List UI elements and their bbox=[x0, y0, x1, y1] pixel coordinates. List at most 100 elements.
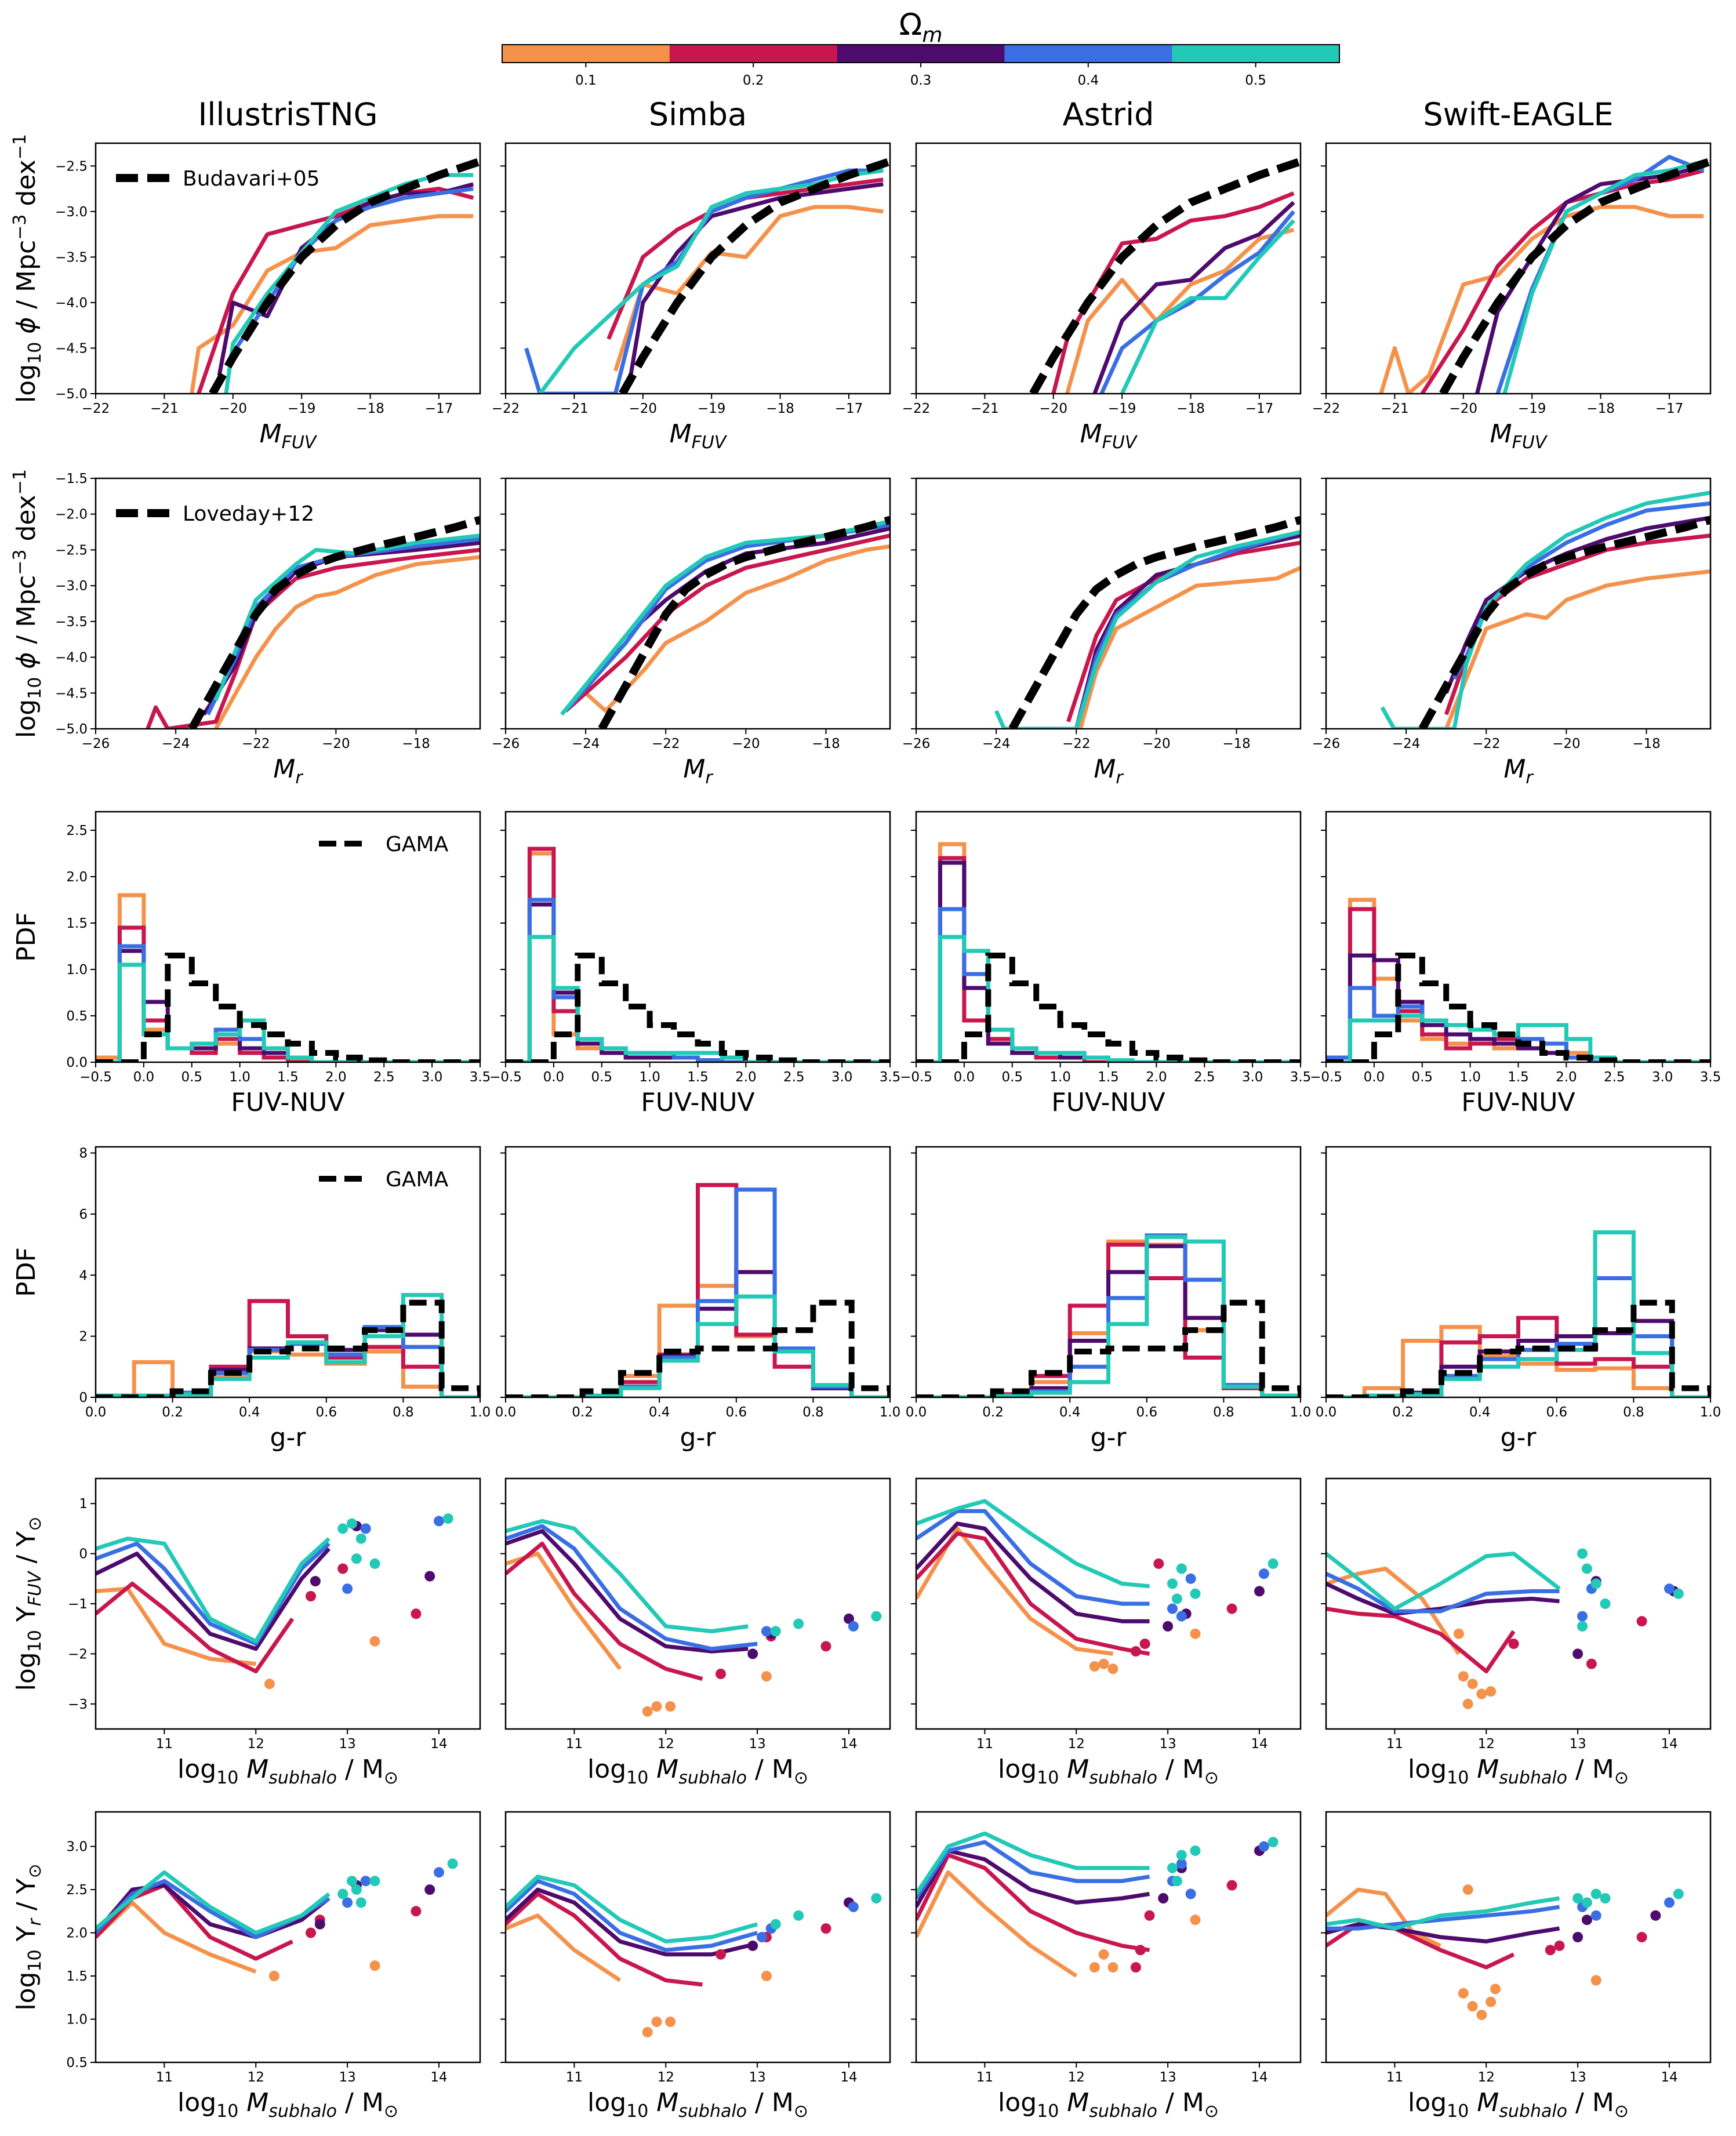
series-point-0.4 bbox=[1185, 1888, 1196, 1899]
panel-frame bbox=[95, 1477, 481, 1730]
series-point-0.4 bbox=[434, 1867, 444, 1878]
series-point-0.1 bbox=[651, 1701, 662, 1712]
x-tick-label: 14 bbox=[430, 2070, 447, 2085]
panel-frame bbox=[504, 1477, 891, 1730]
x-tick-label: 0.0 bbox=[85, 1405, 107, 1420]
series-line-0.3 bbox=[506, 1529, 749, 1654]
series-point-0.3 bbox=[1158, 1893, 1169, 1903]
y-tick-label: −3.5 bbox=[55, 250, 88, 265]
panel-r3-c1: −0.5 0.0 0.5 1.0 1.5 2.0 2.5 3.0 3.50.00.51.01.5… bbox=[12, 811, 491, 1117]
column-title-astrid: Astrid bbox=[1063, 96, 1154, 133]
series-point-0.2 bbox=[1226, 1603, 1237, 1614]
x-tick-label: 0.0 bbox=[954, 1070, 975, 1085]
x-tick-label: 1.0 bbox=[229, 1070, 250, 1085]
y-tick-label: −4.5 bbox=[55, 686, 88, 701]
x-axis-title-log: log bbox=[587, 1754, 626, 1784]
y-tick-label: 1.0 bbox=[66, 2013, 88, 2028]
x-axis-title-sub: FUV bbox=[1512, 433, 1548, 453]
x-axis-title: log10 Msubhalo / M⊙ bbox=[587, 1754, 808, 1788]
x-tick-label: 11 bbox=[1386, 2070, 1403, 2085]
panel-r1-c1: −22 −21 −20 −19 −18 −17 −5.0 −4.5 −4.0 −3.5 −3.0 −2… bbox=[10, 134, 481, 453]
series-point-0.5 bbox=[1176, 1850, 1187, 1861]
y-tick-label: 0.0 bbox=[66, 1055, 88, 1070]
x-tick-label: 0.5 bbox=[1411, 1070, 1433, 1085]
y-tick-label: −3.0 bbox=[55, 205, 88, 220]
x-axis-title-subhalo: subhalo bbox=[268, 1768, 337, 1788]
x-tick-label: 0.2 bbox=[982, 1405, 1004, 1420]
x-tick-label: −21 bbox=[560, 401, 589, 416]
y-axis-title-y: Y bbox=[12, 1606, 41, 1630]
series-point-0.2 bbox=[411, 1608, 422, 1619]
series-point-0.1 bbox=[1462, 1884, 1473, 1895]
series-line-0.2 bbox=[916, 1531, 1150, 1656]
colorbar-segment-4 bbox=[1004, 45, 1172, 63]
x-axis-title-base: 10 bbox=[216, 2101, 238, 2122]
x-tick-label: 12 bbox=[1478, 1737, 1495, 1752]
series-point-0.2 bbox=[306, 1927, 316, 1938]
series-line-0.3 bbox=[96, 1883, 331, 1939]
series-point-0.4 bbox=[1167, 1603, 1178, 1614]
series-line-0.3 bbox=[96, 1547, 331, 1651]
series-line-0.5 bbox=[994, 530, 1301, 729]
x-tick-label: −20 bbox=[219, 401, 248, 416]
x-axis-title: Mr bbox=[683, 754, 713, 788]
x-tick-label: 12 bbox=[1478, 2070, 1495, 2085]
panel-frame bbox=[915, 477, 1302, 730]
y-tick-label: 2.5 bbox=[66, 1883, 88, 1898]
x-tick-label: 1.5 bbox=[277, 1070, 299, 1085]
y-axis-title-div: / Y bbox=[12, 1531, 41, 1572]
column-title-illustristng: IllustrisTNG bbox=[198, 96, 377, 133]
series-line-0.1 bbox=[214, 555, 480, 729]
x-axis-title-main: M bbox=[670, 419, 692, 449]
y-tick-label: 2.0 bbox=[66, 1926, 88, 1941]
series-point-0.4 bbox=[342, 1583, 353, 1594]
reference-hist bbox=[916, 953, 1301, 1062]
series-line-0.1 bbox=[96, 1586, 256, 1666]
y-tick-label: −2 bbox=[68, 1647, 88, 1662]
series-line-0.1 bbox=[1379, 205, 1704, 394]
x-tick-label: −19 bbox=[698, 401, 726, 416]
series-line-0.2 bbox=[506, 1892, 703, 1987]
x-tick-label: 3.0 bbox=[831, 1070, 853, 1085]
y-axis-title-dex: dex bbox=[12, 495, 41, 549]
x-axis-title-unit: / M bbox=[1567, 1754, 1614, 1784]
y-axis-title-dex: dex bbox=[12, 159, 41, 214]
series-point-0.1 bbox=[651, 2017, 662, 2027]
series-point-0.4 bbox=[757, 1932, 767, 1942]
reference-curve bbox=[598, 515, 890, 729]
y-tick-label: 1 bbox=[79, 1496, 88, 1512]
series-point-0.1 bbox=[1098, 1949, 1109, 1960]
series-point-0.2 bbox=[1636, 1616, 1647, 1627]
colorbar-tick-label: 0.2 bbox=[743, 73, 764, 88]
series-point-0.5 bbox=[347, 1876, 357, 1887]
x-tick-label: 0.6 bbox=[316, 1405, 337, 1420]
panel-r3-c4: −0.5 0.0 0.5 1.0 1.5 2.0 2.5 3.0 3.5 FUV-NUV bbox=[1310, 811, 1721, 1117]
series-point-0.1 bbox=[1458, 1671, 1469, 1682]
x-tick-label: 14 bbox=[1251, 1737, 1268, 1752]
x-tick-label: −0.5 bbox=[489, 1070, 522, 1085]
x-tick-label: 11 bbox=[156, 2070, 173, 2085]
x-tick-label: −20 bbox=[1040, 401, 1068, 416]
x-axis-title: MFUV bbox=[1490, 419, 1548, 453]
series-point-0.2 bbox=[337, 1563, 348, 1574]
x-tick-label: 2.5 bbox=[1194, 1070, 1215, 1085]
series-hist-0.5 bbox=[916, 935, 1301, 1062]
series-point-0.2 bbox=[1508, 1639, 1519, 1650]
series-point-0.5 bbox=[770, 1919, 781, 1930]
series-point-0.5 bbox=[793, 1618, 804, 1629]
legend-label: Budavari+05 bbox=[183, 167, 320, 191]
series-point-0.5 bbox=[871, 1893, 882, 1903]
x-tick-label: −17 bbox=[835, 401, 863, 416]
x-tick-label: −18 bbox=[1176, 401, 1205, 416]
x-tick-label: −20 bbox=[732, 736, 760, 751]
series-hist-0.5 bbox=[916, 1234, 1301, 1397]
series-line-0.5 bbox=[1380, 491, 1710, 729]
y-axis-title: log10 Yr / Y⊙ bbox=[12, 1863, 45, 2010]
series-point-0.2 bbox=[1636, 1932, 1647, 1942]
series-point-0.5 bbox=[355, 1897, 366, 1908]
y-tick-label: 4 bbox=[79, 1268, 88, 1283]
series-point-0.4 bbox=[848, 1621, 859, 1632]
series-hist-0.1 bbox=[506, 851, 890, 1062]
x-tick-label: −18 bbox=[812, 736, 840, 751]
series-point-0.1 bbox=[1476, 1688, 1487, 1699]
